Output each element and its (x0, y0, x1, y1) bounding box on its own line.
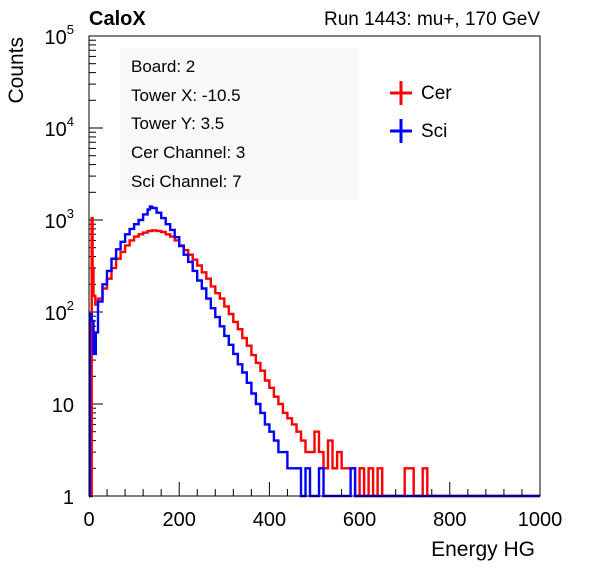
y-tick-label: 10 (52, 395, 74, 417)
x-tick-label: 800 (433, 509, 466, 531)
y-axis-title: Counts (5, 37, 28, 104)
info-line-board: Board: 2 (131, 57, 195, 76)
x-tick-label: 600 (343, 509, 376, 531)
brand-label: CaloX (89, 8, 146, 30)
axis-ticks (88, 35, 541, 497)
info-box: Board: 2 Tower X: -10.5 Tower Y: 3.5 Cer… (120, 48, 358, 200)
y-tick-base: 1 (63, 487, 74, 509)
y-tick-base: 10 (45, 119, 67, 141)
info-box-background (120, 48, 358, 200)
info-line-cer-channel: Cer Channel: 3 (131, 143, 245, 162)
x-tick-labels: 0 200 400 600 800 1000 (83, 509, 562, 531)
legend-label-cer: Cer (421, 83, 452, 104)
y-tick-label: 102 (45, 298, 74, 325)
run-info-label: Run 1443: mu+, 170 GeV (324, 9, 540, 30)
y-tick-base: 10 (45, 27, 67, 49)
info-line-sci-channel: Sci Channel: 7 (131, 172, 242, 191)
y-tick-label: 105 (45, 22, 74, 49)
legend-marker-sci (390, 119, 412, 143)
y-tick-base: 10 (45, 303, 67, 325)
plot-frame (88, 35, 541, 497)
y-tick-exponent: 4 (67, 114, 74, 129)
y-tick-label: 104 (45, 114, 74, 141)
y-tick-exponent: 5 (67, 22, 74, 37)
legend: Cer Sci (390, 81, 452, 143)
series-layer (88, 205, 540, 498)
y-tick-label: 103 (45, 206, 74, 233)
x-tick-label: 1000 (518, 509, 563, 531)
x-tick-label: 200 (163, 509, 196, 531)
info-line-tower-x: Tower X: -10.5 (131, 86, 241, 105)
y-tick-base: 10 (45, 211, 67, 233)
x-tick-label: 0 (83, 509, 94, 531)
y-tick-label: 1 (63, 487, 74, 509)
info-line-tower-y: Tower Y: 3.5 (131, 114, 224, 133)
y-tick-base: 10 (52, 395, 74, 417)
y-tick-exponent: 3 (67, 206, 74, 221)
y-tick-exponent: 2 (67, 298, 74, 313)
x-axis-title: Energy HG (431, 538, 535, 561)
series-line-sci (88, 205, 540, 498)
legend-label-sci: Sci (421, 121, 447, 142)
x-tick-label: 400 (253, 509, 286, 531)
legend-marker-cer (390, 81, 412, 105)
